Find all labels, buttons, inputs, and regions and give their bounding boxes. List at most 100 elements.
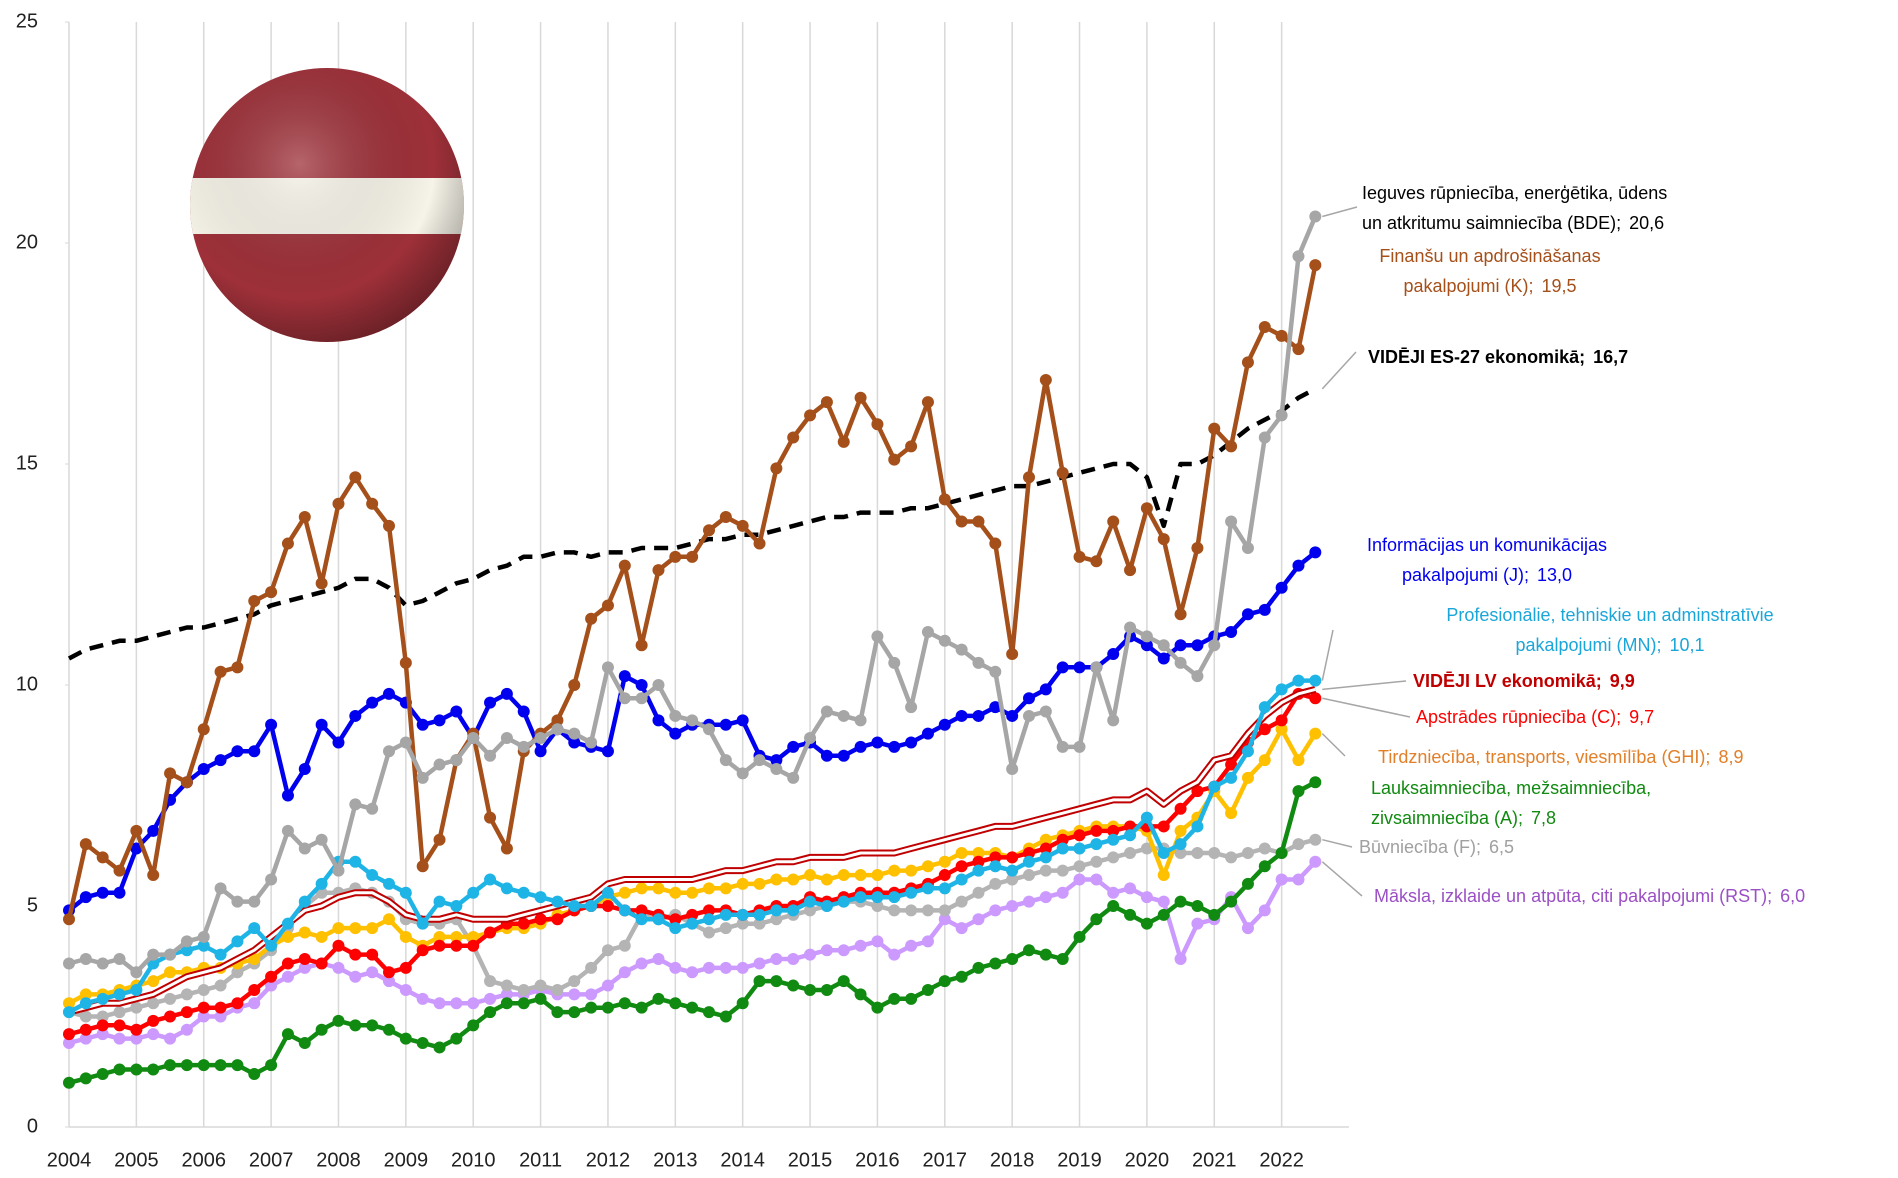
marker — [1140, 502, 1153, 515]
connector — [1322, 680, 1407, 691]
marker — [635, 882, 648, 895]
marker — [1174, 895, 1187, 908]
marker — [1039, 891, 1052, 904]
marker — [1140, 842, 1153, 855]
marker — [1309, 855, 1322, 868]
marker — [938, 718, 951, 731]
marker — [248, 1067, 261, 1080]
marker — [1292, 250, 1305, 263]
marker — [79, 997, 92, 1010]
marker — [500, 687, 513, 700]
marker — [433, 895, 446, 908]
marker — [601, 745, 614, 758]
marker — [399, 656, 412, 669]
marker — [905, 904, 918, 917]
marker — [180, 988, 193, 1001]
marker — [281, 957, 294, 970]
marker — [1309, 727, 1322, 740]
marker — [1006, 864, 1019, 877]
marker — [820, 983, 833, 996]
marker — [1140, 917, 1153, 930]
marker — [500, 997, 513, 1010]
marker — [1275, 846, 1288, 859]
marker — [905, 886, 918, 899]
marker — [1241, 877, 1254, 890]
marker — [736, 917, 749, 930]
marker — [753, 877, 766, 890]
marker — [197, 1059, 210, 1072]
marker — [1275, 723, 1288, 736]
marker — [1039, 842, 1052, 855]
marker — [349, 948, 362, 961]
marker — [1056, 864, 1069, 877]
marker — [214, 948, 227, 961]
marker — [820, 873, 833, 886]
marker — [517, 740, 530, 753]
marker — [1292, 754, 1305, 767]
marker — [1208, 908, 1221, 921]
marker — [585, 961, 598, 974]
marker — [703, 723, 715, 736]
marker — [1208, 422, 1221, 435]
marker — [888, 740, 901, 753]
marker — [147, 824, 160, 837]
marker — [601, 900, 614, 912]
marker — [1107, 851, 1120, 864]
marker — [366, 696, 379, 709]
marker — [399, 930, 412, 943]
marker — [164, 1010, 177, 1023]
marker — [1157, 846, 1170, 859]
marker — [450, 754, 463, 767]
marker — [1056, 953, 1069, 966]
marker — [433, 939, 446, 952]
marker — [1275, 714, 1288, 727]
marker — [63, 1028, 75, 1041]
marker — [113, 988, 126, 1001]
marker — [1023, 895, 1035, 908]
y-tick-label: 5 — [27, 894, 38, 916]
marker — [79, 1072, 92, 1085]
marker — [585, 736, 598, 749]
marker — [130, 842, 143, 855]
marker — [1241, 771, 1254, 784]
marker — [500, 732, 513, 745]
marker — [248, 922, 261, 935]
marker — [1258, 723, 1271, 736]
marker — [1056, 833, 1069, 846]
marker — [635, 1001, 648, 1014]
marker — [366, 1019, 379, 1032]
marker — [972, 515, 985, 528]
marker — [585, 1001, 598, 1014]
legend-name: Finanšu un apdrošināšanas pakalpojumi (K… — [1379, 246, 1601, 296]
line-inner — [68, 687, 1316, 1014]
marker — [231, 661, 244, 674]
marker — [1241, 608, 1254, 621]
marker — [484, 1006, 497, 1019]
marker — [1073, 740, 1086, 753]
marker — [1225, 807, 1238, 820]
marker — [248, 983, 261, 996]
marker — [484, 873, 497, 886]
marker — [871, 891, 884, 904]
marker — [770, 953, 783, 966]
connector — [1322, 838, 1353, 848]
marker — [315, 1023, 328, 1036]
marker — [921, 935, 934, 948]
marker — [130, 966, 143, 979]
marker — [1208, 846, 1221, 859]
marker — [1056, 740, 1069, 753]
marker — [972, 961, 985, 974]
marker — [1258, 603, 1271, 616]
marker — [719, 908, 732, 921]
marker — [197, 930, 210, 943]
x-tick-label: 2011 — [519, 1149, 562, 1171]
marker — [972, 709, 985, 722]
legend-name: Būvniecība (F); — [1359, 837, 1482, 857]
marker — [63, 957, 75, 970]
marker — [989, 860, 1002, 873]
marker — [753, 754, 766, 767]
marker — [938, 904, 951, 917]
marker — [938, 882, 951, 895]
marker — [214, 1059, 227, 1072]
marker — [1309, 776, 1322, 789]
